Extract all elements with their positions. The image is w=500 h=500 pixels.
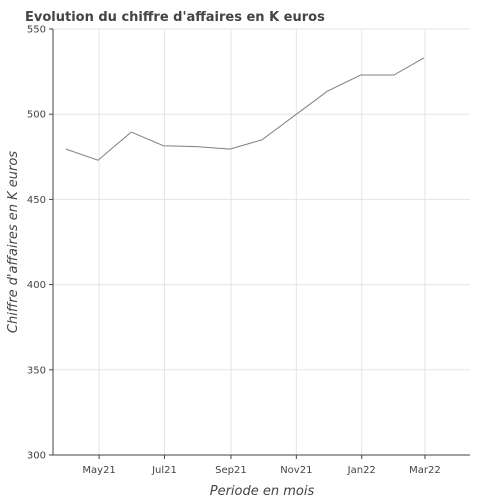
- chart-title: Evolution du chiffre d'affaires en K eur…: [25, 10, 325, 25]
- x-tick-label: Jan22: [347, 465, 376, 476]
- x-tick-label: Nov21: [280, 465, 312, 476]
- axes: 300 350 400 450 500 550 May21 Jul21 Sep21 Nov21 Ja…: [27, 25, 470, 476]
- y-axis-label: Chiffre d'affaires en K euros: [6, 151, 21, 333]
- x-axis-label: Periode en mois: [210, 484, 315, 499]
- y-tick-label: 350: [27, 365, 46, 376]
- x-tick-label: Sep21: [215, 465, 247, 476]
- x-tick-label: May21: [82, 465, 115, 476]
- y-tick-label: 300: [27, 451, 46, 462]
- y-tick-label: 550: [27, 25, 46, 36]
- y-tick-label: 400: [27, 280, 46, 291]
- x-tick-label: Mar22: [409, 465, 441, 476]
- grid: [53, 28, 470, 456]
- series-line: [65, 57, 425, 161]
- y-tick-label: 500: [27, 110, 46, 121]
- y-tick-label: 450: [27, 195, 46, 206]
- series-layer: [65, 57, 425, 161]
- x-tick-label: Jul21: [151, 465, 177, 476]
